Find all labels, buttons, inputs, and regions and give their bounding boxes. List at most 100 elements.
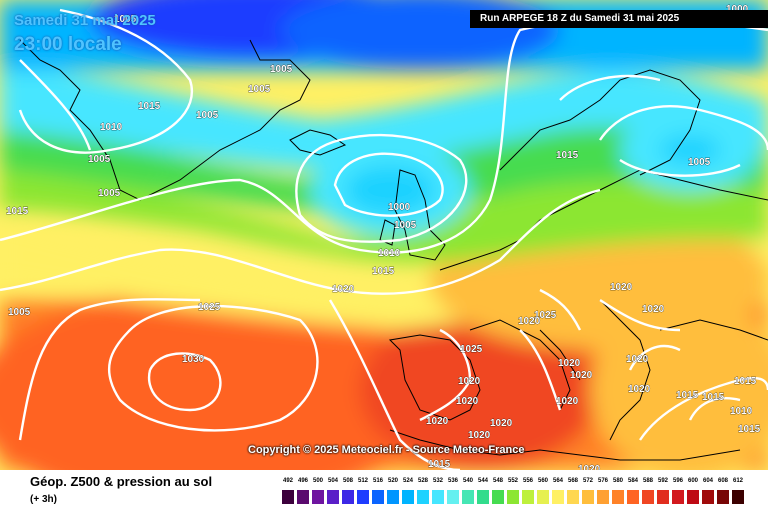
isobar-label: 1020 [642, 304, 665, 315]
scale-tick-label: 584 [627, 478, 638, 484]
isobar-label: 1015 [702, 392, 725, 403]
coastlines [19, 39, 768, 461]
isobar-label: 1010 [378, 248, 401, 259]
scale-color-swatch [522, 490, 534, 504]
isobar-label: 1020 [426, 416, 449, 427]
scale-tick-label: 516 [372, 478, 383, 484]
isobar-label: 1015 [428, 459, 451, 470]
legend-footer: Géop. Z500 & pression au sol (+ 3h) 492 4… [0, 470, 768, 512]
scale-tick-label: 580 [612, 478, 623, 484]
scale-color-swatch [477, 490, 489, 504]
scale-tick-label: 568 [567, 478, 578, 484]
scale-tick-label: 556 [522, 478, 533, 484]
isobar-label: 1015 [138, 101, 161, 112]
scale-color-swatch [687, 490, 699, 504]
isobar-label: 1015 [738, 424, 761, 435]
isobar-label: 1015 [676, 390, 699, 401]
scale-color-swatch [702, 490, 714, 504]
scale-tick-label: 548 [492, 478, 503, 484]
isobar-label: 1020 [628, 384, 651, 395]
isobar-label: 1020 [518, 316, 541, 327]
isobar-label: 1020 [490, 418, 513, 429]
isobar-label: 1005 [98, 188, 121, 199]
scale-tick-label: 608 [717, 478, 728, 484]
scale-color-swatch [402, 490, 414, 504]
isobar-label: 1020 [468, 430, 491, 441]
scale-color-swatch [417, 490, 429, 504]
scale-tick-label: 576 [597, 478, 608, 484]
scale-color-swatch [312, 490, 324, 504]
isobar-label: 1025 [198, 302, 221, 313]
scale-color-swatch [642, 490, 654, 504]
model-run-banner: Run ARPEGE 18 Z du Samedi 31 mai 2025 [470, 10, 768, 28]
scale-tick-label: 612 [732, 478, 743, 484]
scale-color-swatch [627, 490, 639, 504]
isobar-label: 1005 [688, 157, 711, 168]
scale-tick-label: 532 [432, 478, 443, 484]
isobar-label: 1005 [196, 110, 219, 121]
isobar-label: 1020 [626, 354, 649, 365]
isobar-labels: 1005 1005 1005 1015 1010 1005 1005 1015 … [6, 4, 761, 470]
isobar-label: 1020 [456, 396, 479, 407]
scale-color-swatch [357, 490, 369, 504]
scale-tick-label: 540 [462, 478, 473, 484]
isobar-label: 1020 [332, 284, 355, 295]
scale-color-swatch [672, 490, 684, 504]
isobar-label: 1010 [730, 406, 753, 417]
isobar-label: 1000 [388, 202, 411, 213]
scale-tick-label: 496 [297, 478, 308, 484]
isobar-label: 1015 [372, 266, 395, 277]
legend-subtitle: (+ 3h) [30, 494, 57, 505]
isobar-label: 1005 [248, 84, 271, 95]
scale-color-swatch [432, 490, 444, 504]
scale-color-swatch [387, 490, 399, 504]
scale-color-swatch [492, 490, 504, 504]
isobar-label: 1020 [458, 376, 481, 387]
scale-tick-label: 508 [342, 478, 353, 484]
scale-tick-label: 512 [357, 478, 368, 484]
isobar-label: 1005 [8, 307, 31, 318]
isobar-label: 1025 [460, 344, 483, 355]
scale-tick-label: 572 [582, 478, 593, 484]
legend-title: Géop. Z500 & pression au sol [30, 474, 213, 489]
scale-color-swatch [552, 490, 564, 504]
scale-color-swatch [342, 490, 354, 504]
copyright-notice: Copyright © 2025 Meteociel.fr - Source M… [248, 444, 525, 456]
isobar-label: 1005 [394, 220, 417, 231]
scale-color-swatch [447, 490, 459, 504]
isobar-label: 1030 [182, 354, 205, 365]
color-scale-labels: 492 496 500 504 508 512 516 520 524 528 532 536 540 5… [282, 478, 750, 488]
scale-color-swatch [462, 490, 474, 504]
scale-color-swatch [582, 490, 594, 504]
scale-color-swatch [327, 490, 339, 504]
scale-tick-label: 528 [417, 478, 428, 484]
isobar-label: 1020 [570, 370, 593, 381]
scale-tick-label: 564 [552, 478, 563, 484]
isobar-label: 1015 [556, 150, 579, 161]
scale-color-swatch [657, 490, 669, 504]
scale-tick-label: 500 [312, 478, 323, 484]
scale-tick-label: 520 [387, 478, 398, 484]
scale-tick-label: 600 [687, 478, 698, 484]
scale-color-swatch [507, 490, 519, 504]
scale-color-swatch [537, 490, 549, 504]
scale-tick-label: 596 [672, 478, 683, 484]
isobar-label: 1000 [726, 4, 749, 15]
color-scale: 492 496 500 504 508 512 516 520 524 528 532 536 540 5… [282, 478, 750, 504]
scale-tick-label: 504 [327, 478, 338, 484]
scale-color-swatch [567, 490, 579, 504]
isobar-lines [0, 8, 768, 470]
scale-tick-label: 524 [402, 478, 413, 484]
isobar-label: 1025 [534, 310, 557, 321]
scale-tick-label: 544 [477, 478, 488, 484]
scale-tick-label: 588 [642, 478, 653, 484]
isobar-label: 1015 [6, 206, 29, 217]
forecast-time: 23:00 locale [14, 34, 122, 55]
scale-color-swatch [372, 490, 384, 504]
isobar-label: 1020 [578, 464, 601, 470]
isobar-label: 1005 [270, 64, 293, 75]
scale-color-swatch [612, 490, 624, 504]
isobar-label: 1010 [100, 122, 123, 133]
scale-color-swatch [717, 490, 729, 504]
